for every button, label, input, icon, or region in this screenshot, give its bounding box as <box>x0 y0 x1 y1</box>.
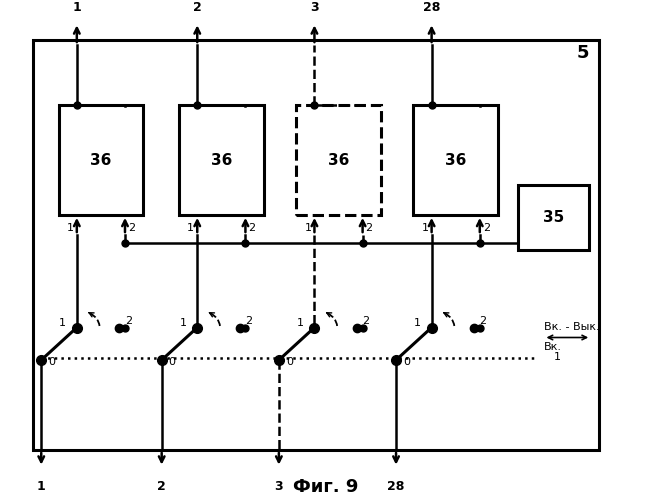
Text: 2: 2 <box>245 316 252 326</box>
Text: 1: 1 <box>37 480 46 493</box>
Text: 36: 36 <box>211 152 232 168</box>
Text: 1: 1 <box>187 222 194 232</box>
Text: 1: 1 <box>297 318 303 328</box>
Text: 2: 2 <box>363 316 369 326</box>
Text: 2: 2 <box>125 316 132 326</box>
Text: 3: 3 <box>310 1 319 14</box>
Text: 0: 0 <box>286 356 293 366</box>
Text: 5: 5 <box>576 44 589 62</box>
Bar <box>518 185 589 250</box>
Text: 1: 1 <box>414 318 421 328</box>
Text: 2: 2 <box>128 222 135 232</box>
Text: 2: 2 <box>483 222 490 232</box>
Text: 2: 2 <box>193 1 202 14</box>
Text: 1: 1 <box>67 222 74 232</box>
Bar <box>296 105 381 215</box>
Text: 1: 1 <box>72 1 81 14</box>
Text: 36: 36 <box>328 152 349 168</box>
Text: 2: 2 <box>366 222 372 232</box>
Text: 2: 2 <box>249 222 255 232</box>
Text: 1: 1 <box>422 222 428 232</box>
Bar <box>59 105 143 215</box>
Text: 0: 0 <box>48 356 55 366</box>
Bar <box>33 40 599 450</box>
Text: Вк. - Выκ.: Вк. - Выκ. <box>544 322 599 332</box>
Text: Вк.: Вк. <box>544 342 562 352</box>
Text: 1: 1 <box>305 222 311 232</box>
Text: 0: 0 <box>403 356 410 366</box>
Text: 1: 1 <box>59 318 66 328</box>
Text: 1: 1 <box>553 352 561 362</box>
Text: 28: 28 <box>387 480 405 493</box>
Text: 28: 28 <box>423 1 440 14</box>
Text: 35: 35 <box>543 210 564 225</box>
Text: 0: 0 <box>169 356 176 366</box>
Text: 1: 1 <box>180 318 186 328</box>
Text: 2: 2 <box>158 480 166 493</box>
Bar <box>179 105 264 215</box>
Text: 36: 36 <box>90 152 111 168</box>
Text: Фиг. 9: Фиг. 9 <box>293 478 358 496</box>
Text: 3: 3 <box>275 480 283 493</box>
Text: 36: 36 <box>445 152 466 168</box>
Bar <box>413 105 498 215</box>
Text: 2: 2 <box>480 316 486 326</box>
